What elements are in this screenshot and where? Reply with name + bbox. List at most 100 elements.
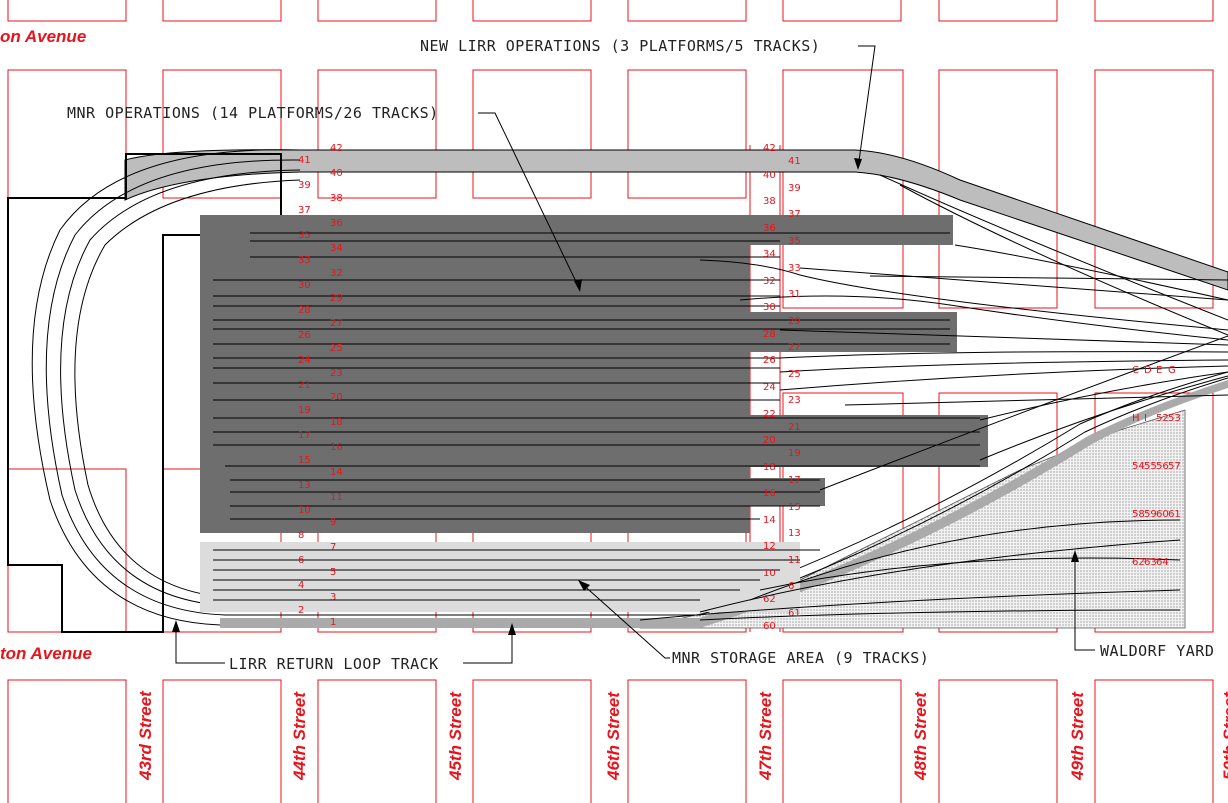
track-label-east-38: 38 [763, 196, 776, 208]
track-label-east-26: 26 [763, 355, 776, 367]
street-label-48th: 48th Street [911, 692, 930, 780]
callout-waldorf-yard: WALDORF YARD [1100, 642, 1215, 660]
track-label-east-11: 11 [788, 554, 801, 566]
track-label-west-11: 11 [330, 492, 343, 504]
track-label-west-4: 4 [298, 579, 305, 591]
track-label-east-37: 37 [788, 209, 801, 221]
track-label-east-62: 62 [763, 594, 776, 606]
track-label-east-20: 20 [763, 435, 776, 447]
yard-track-label-52: 52 [1156, 413, 1169, 424]
track-label-east-10: 10 [763, 567, 776, 579]
track-label-west-20: 20 [330, 392, 343, 404]
track-label-east-28: 28 [763, 328, 776, 340]
track-label-west-16: 16 [330, 442, 343, 454]
street-label-47th: 47th Street [756, 692, 775, 780]
track-label-east-14: 14 [763, 514, 776, 526]
yard-track-label-C: C [1132, 365, 1139, 376]
track-label-east-24: 24 [763, 382, 776, 393]
track-label-east-31: 31 [788, 289, 801, 301]
track-label-east-22: 22 [763, 408, 776, 420]
track-label-east-42: 42 [763, 143, 776, 154]
track-label-west-28: 28 [298, 305, 311, 317]
track-label-east-34: 34 [763, 249, 776, 261]
throat-tracks [639, 174, 1228, 621]
track-label-west-15: 15 [298, 454, 311, 466]
track-label-east-6: 6 [788, 581, 795, 593]
track-label-west-35: 35 [298, 230, 311, 242]
track-label-west-25: 25 [330, 342, 343, 354]
yard-track-label-61: 61 [1168, 509, 1181, 520]
track-label-west-27: 27 [330, 317, 343, 329]
track-label-west-6: 6 [298, 554, 305, 566]
track-label-west-30: 30 [298, 280, 311, 292]
track-label-west-37: 37 [298, 205, 311, 217]
track-label-west-41: 41 [298, 155, 311, 167]
callout-mnr-operations: MNR OPERATIONS (14 PLATFORMS/26 TRACKS) [67, 104, 439, 122]
yard-track-label-59: 59 [1144, 509, 1157, 520]
track-label-east-40: 40 [763, 169, 776, 181]
track-label-east-41: 41 [788, 156, 801, 168]
track-label-east-27: 27 [788, 342, 801, 354]
track-label-west-19: 19 [298, 404, 311, 416]
track-label-east-17: 17 [788, 474, 801, 486]
track-label-east-18: 18 [763, 461, 776, 473]
track-label-west-21: 21 [298, 380, 311, 391]
yard-track-label-64: 64 [1156, 557, 1169, 568]
track-label-east-60: 60 [763, 621, 776, 632]
callout-mnr-storage-area: MNR STORAGE AREA (9 TRACKS) [672, 649, 930, 667]
track-label-west-17: 17 [298, 429, 311, 441]
track-label-east-21: 21 [788, 421, 801, 433]
yard-track-label-55: 55 [1144, 461, 1157, 472]
street-label-46th: 46th Street [604, 692, 623, 780]
track-label-east-15: 15 [788, 501, 801, 513]
track-label-west-24: 24 [298, 355, 311, 367]
mnr-platforms [200, 215, 988, 533]
callout-leaders [175, 45, 1095, 664]
track-label-east-12: 12 [763, 541, 776, 553]
track-label-west-40: 40 [330, 167, 343, 179]
track-label-west-26: 26 [298, 330, 311, 342]
station-tracks [213, 232, 1228, 601]
yard-track-label-H: H [1132, 413, 1140, 424]
track-label-west-10: 10 [298, 504, 311, 516]
track-label-east-13: 13 [788, 528, 801, 540]
track-label-west-23: 23 [330, 367, 343, 379]
track-label-east-29: 29 [788, 315, 801, 327]
loop-tracks [31, 149, 1228, 626]
avenue-label-bottom: ton Avenue [0, 644, 92, 663]
track-label-west-5: 5 [330, 567, 337, 579]
yard-track-label-58: 58 [1132, 509, 1145, 520]
street-label-50th: 50th Street [1220, 692, 1228, 780]
callout-new-lirr-operations: NEW LIRR OPERATIONS (3 PLATFORMS/5 TRACK… [420, 37, 821, 55]
track-label-east-30: 30 [763, 302, 776, 314]
yard-track-label-60: 60 [1156, 509, 1169, 520]
track-label-west-36: 36 [330, 217, 343, 229]
street-label-43rd: 43rd Street [136, 691, 155, 780]
track-label-west-29: 29 [330, 292, 343, 304]
track-label-east-25: 25 [788, 368, 801, 380]
yard-track-label-D: D [1144, 365, 1152, 376]
yard-track-label-I: I [1144, 413, 1147, 424]
yard-track-label-G: G [1168, 365, 1176, 376]
yard-track-label-E: E [1156, 365, 1163, 376]
track-label-west-42: 42 [330, 143, 343, 154]
avenue-label-top: on Avenue [0, 27, 87, 46]
track-label-west-33: 33 [298, 255, 311, 267]
track-label-west-13: 13 [298, 479, 311, 491]
yard-track-label-53: 53 [1168, 413, 1181, 424]
track-label-east-39: 39 [788, 182, 801, 194]
yard-track-label-63: 63 [1144, 557, 1157, 568]
callout-lirr-return-loop: LIRR RETURN LOOP TRACK [229, 655, 439, 673]
property-outline [7, 153, 282, 633]
street-label-49th: 49th Street [1068, 692, 1087, 780]
track-label-east-19: 19 [788, 448, 801, 460]
yard-track-label-56: 56 [1156, 461, 1169, 472]
track-label-west-1: 1 [330, 617, 337, 628]
track-label-east-23: 23 [788, 395, 801, 407]
mnr-storage-area [200, 542, 800, 612]
track-label-west-18: 18 [330, 417, 343, 429]
track-label-west-7: 7 [330, 542, 337, 554]
track-label-east-35: 35 [788, 235, 801, 247]
track-label-west-9: 9 [330, 517, 337, 529]
